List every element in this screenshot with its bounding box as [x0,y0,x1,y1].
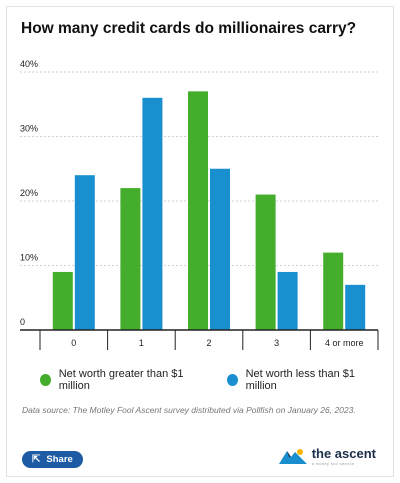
legend-swatch-less [226,374,238,386]
brand-logo: the ascent a motley fool service [278,447,376,466]
legend-swatch-greater [40,374,51,386]
share-button[interactable]: ⇱ Share [22,451,83,468]
ascent-mountain-logo-icon [278,449,307,464]
x-tick-label: 1 [139,338,144,348]
x-tick-label: 4 or more [325,338,364,348]
bar-greater-1 [120,188,141,330]
y-tick-label: 10% [20,253,38,263]
brand-wordmark: the ascent [311,446,376,461]
legend-label-greater: Net worth greater than $1 million [58,368,184,392]
brand-tagline: a motley fool service [311,461,355,466]
y-tick-label: 20% [20,188,38,198]
bar-greater-4 [323,252,344,330]
bar-greater-3 [255,194,276,330]
x-tick-label: 2 [206,338,211,348]
bar-less-2 [210,168,230,330]
data-source-note: Data source: The Motley Fool Ascent surv… [22,405,356,415]
x-tick-label: 0 [71,338,76,348]
legend-item-less: Net worth less than $1 million [226,368,374,392]
bar-less-4 [345,284,366,330]
legend: Net worth greater than $1 million Net wo… [40,368,400,392]
bar-greater-0 [52,271,73,330]
axis-layer: 0 10% 20% 30% 40% 0 1 2 3 4 or more [20,59,379,350]
bar-less-0 [74,175,95,330]
bar-chart: 0 10% 20% 30% 40% 0 1 2 3 4 or more [20,59,379,350]
share-icon: ⇱ [32,454,41,465]
y-tick-label: 30% [20,124,38,134]
legend-label-less: Net worth less than $1 million [245,368,356,392]
bar-less-1 [142,97,163,330]
chart-title: How many credit cards do millionaires ca… [21,20,357,37]
bar-greater-2 [188,91,208,330]
y-tick-label: 40% [20,59,38,69]
bar-layer [52,91,366,330]
legend-item-greater: Net worth greater than $1 million [40,368,201,392]
share-label: Share [46,454,73,465]
y-tick-label: 0 [20,317,25,327]
bar-less-3 [277,271,298,330]
x-tick-label: 3 [274,338,279,348]
